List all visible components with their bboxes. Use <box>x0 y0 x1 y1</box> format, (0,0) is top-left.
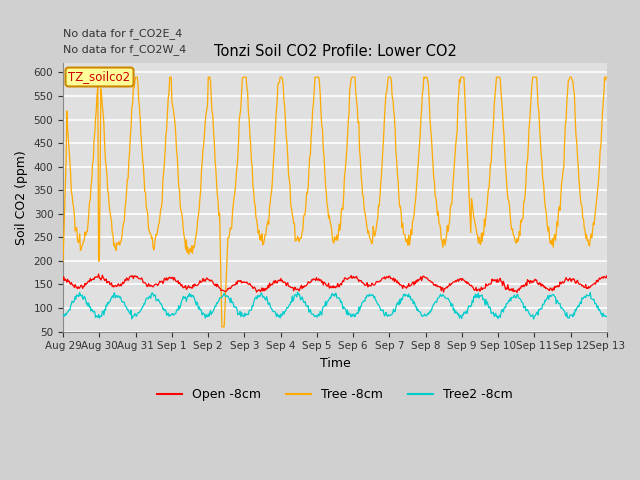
Legend: Open -8cm, Tree -8cm, Tree2 -8cm: Open -8cm, Tree -8cm, Tree2 -8cm <box>152 383 518 406</box>
Line: Tree2 -8cm: Tree2 -8cm <box>63 292 607 319</box>
Text: TZ_soilco2: TZ_soilco2 <box>68 71 131 84</box>
Open -8cm <box>69 283 77 288</box>
Tree -8cm <box>132 74 140 80</box>
Tree -8cm <box>210 129 218 135</box>
Tree -8cm <box>69 201 77 206</box>
Tree -8cm <box>125 158 132 164</box>
Tree2 -8cm <box>59 313 67 319</box>
Open -8cm <box>95 271 102 277</box>
Tree2 -8cm <box>180 296 188 301</box>
Tree -8cm <box>603 74 611 80</box>
Open -8cm <box>210 281 218 287</box>
X-axis label: Time: Time <box>319 357 350 370</box>
Open -8cm <box>59 277 67 283</box>
Open -8cm <box>125 274 133 280</box>
Tree2 -8cm <box>402 292 410 298</box>
Tree2 -8cm <box>209 309 217 315</box>
Open -8cm <box>513 289 521 295</box>
Open -8cm <box>418 278 426 284</box>
Line: Open -8cm: Open -8cm <box>63 274 607 292</box>
Tree -8cm <box>181 237 189 242</box>
Open -8cm <box>603 273 611 278</box>
Tree2 -8cm <box>603 314 611 320</box>
Tree2 -8cm <box>125 309 132 315</box>
Tree -8cm <box>218 324 226 330</box>
Tree -8cm <box>419 91 426 97</box>
Title: Tonzi Soil CO2 Profile: Lower CO2: Tonzi Soil CO2 Profile: Lower CO2 <box>214 44 456 59</box>
Tree -8cm <box>59 258 67 264</box>
Open -8cm <box>402 284 410 290</box>
Text: No data for f_CO2W_4: No data for f_CO2W_4 <box>63 44 186 55</box>
Open -8cm <box>181 284 189 290</box>
Text: No data for f_CO2E_4: No data for f_CO2E_4 <box>63 28 182 39</box>
Tree -8cm <box>403 239 410 245</box>
Y-axis label: Soil CO2 (ppm): Soil CO2 (ppm) <box>15 150 28 245</box>
Line: Tree -8cm: Tree -8cm <box>63 77 607 327</box>
Tree2 -8cm <box>294 289 301 295</box>
Tree2 -8cm <box>418 313 426 319</box>
Tree2 -8cm <box>530 316 538 322</box>
Tree2 -8cm <box>69 299 77 305</box>
